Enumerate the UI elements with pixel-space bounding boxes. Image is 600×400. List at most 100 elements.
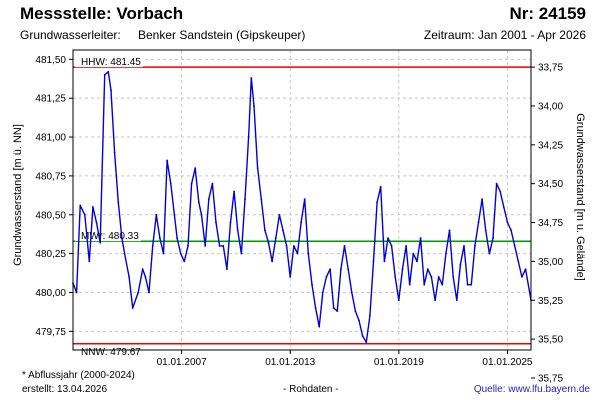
data-point (477, 221, 480, 224)
data-point (211, 182, 214, 185)
data-point (383, 260, 386, 263)
data-point (521, 276, 523, 278)
data-point (264, 229, 266, 232)
data-point (278, 213, 281, 216)
data-point (300, 221, 302, 224)
data-point (499, 190, 502, 193)
data-point (162, 252, 165, 255)
raw-data-note: - Rohdaten - (283, 384, 339, 395)
data-point (103, 74, 106, 76)
data-point (329, 268, 331, 271)
y-tick-label: 481,50 (35, 55, 66, 66)
y2-tick-label: 35,50 (538, 335, 563, 346)
data-point (92, 206, 94, 208)
data-point (405, 245, 407, 247)
y2-tick-label: 35,00 (538, 257, 563, 268)
data-point (296, 252, 299, 255)
y-tick-label: 480,00 (35, 288, 66, 299)
data-point (204, 245, 207, 247)
data-point (397, 299, 400, 302)
data-point (332, 307, 335, 309)
data-point (233, 190, 236, 193)
data-point (131, 307, 134, 309)
data-point (318, 325, 321, 328)
data-point (247, 136, 250, 138)
data-point (148, 291, 150, 294)
data-point (282, 229, 284, 232)
x-axis-ticks: 01.01.2007 01.01.2013 01.01.2019 01.01.2025 (157, 350, 533, 368)
data-point (445, 252, 447, 255)
source-link[interactable]: www.lfu.bayern.de (508, 384, 590, 395)
data-point (155, 213, 158, 216)
data-point (99, 241, 102, 244)
y2-axis-label: Grundwasserstand [m u. Gelände] (574, 113, 586, 281)
right-axis-ticks: 33,75 34,00 34,25 34,50 34,75 35,00 35,25 35,50… (531, 63, 563, 384)
data-point (169, 182, 172, 185)
data-point (419, 237, 422, 240)
data-point (517, 260, 520, 263)
left-axis-ticks: 479,75 480,00 480,25 480,50 480,75 481,00 481,… (35, 55, 73, 338)
data-point (117, 201, 120, 204)
data-point (128, 276, 131, 278)
data-point (423, 283, 426, 286)
data-point (441, 283, 444, 286)
data-point (354, 310, 357, 312)
data-point (379, 185, 382, 188)
data-point (463, 245, 465, 247)
data-point (321, 291, 324, 294)
aquifer-label: Grundwasserleiter: (20, 28, 121, 42)
y-tick-label: 481,00 (35, 133, 66, 144)
data-point (513, 245, 516, 247)
data-point (151, 245, 154, 247)
data-point (222, 245, 225, 247)
data-point (226, 268, 228, 271)
y-tick-label: 479,75 (35, 327, 66, 338)
ref-label-mw: MW*: 480.33 (81, 231, 139, 242)
data-point (260, 198, 263, 201)
data-point (459, 263, 462, 266)
data-point (190, 182, 193, 185)
data-point (390, 245, 393, 247)
data-point (506, 221, 509, 224)
data-point (240, 252, 243, 255)
data-point (207, 198, 210, 201)
data-point (434, 299, 436, 302)
data-point (488, 252, 491, 255)
data-point (343, 245, 346, 247)
data-point (289, 276, 292, 278)
ref-label-bg (75, 230, 141, 242)
data-point (412, 252, 415, 255)
data-point (347, 268, 350, 271)
data-point (253, 105, 255, 107)
data-point (293, 245, 295, 247)
y2-tick-label: 34,50 (538, 179, 563, 190)
data-point (166, 159, 169, 162)
y2-tick-label: 34,75 (538, 218, 563, 229)
data-point (110, 89, 112, 92)
data-point (179, 252, 182, 255)
aquifer-value: Benker Sandstein (Gipskeuper) (138, 28, 306, 42)
data-point (510, 229, 512, 232)
x-tick-label: 01.01.2013 (265, 357, 315, 368)
data-point (144, 276, 147, 278)
data-point (285, 245, 288, 247)
data-point (426, 268, 429, 271)
data-point (495, 182, 498, 185)
data-point (448, 229, 451, 232)
data-point (437, 276, 440, 278)
series-line (72, 71, 532, 343)
data-point (481, 198, 483, 201)
data-point (336, 310, 339, 312)
data-point (250, 77, 253, 79)
x-tick-label: 01.01.2019 (374, 357, 424, 368)
y2-tick-label: 35,25 (538, 296, 563, 307)
data-point (376, 201, 378, 204)
data-point (267, 241, 270, 244)
data-point (159, 237, 161, 240)
data-point (492, 237, 494, 240)
source: Quelle: www.lfu.bayern.de (474, 384, 590, 395)
data-point (256, 167, 259, 170)
y-tick-label: 481,25 (35, 94, 66, 105)
ref-label-hhw: HHW: 481.45 (81, 57, 141, 68)
